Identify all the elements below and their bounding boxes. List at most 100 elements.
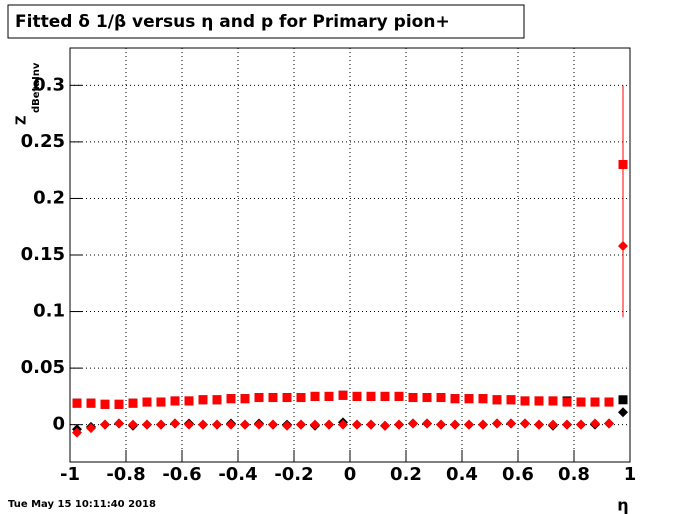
square-marker: [170, 396, 180, 406]
diamond-marker: [576, 419, 586, 430]
diamond-marker: [618, 407, 628, 418]
diamond-marker: [254, 419, 264, 430]
diamond-marker: [156, 419, 166, 430]
square-marker: [380, 391, 390, 401]
diamond-marker: [366, 419, 376, 430]
y-tick-label: 0.2: [33, 187, 65, 208]
diamond-marker: [170, 418, 180, 429]
x-tick-label: -0.2: [274, 464, 313, 485]
square-marker: [212, 395, 222, 405]
square-marker: [72, 398, 82, 408]
square-marker: [604, 397, 614, 407]
x-tick-label: -0.8: [106, 464, 145, 485]
diamond-marker: [450, 419, 460, 430]
square-marker: [128, 398, 138, 408]
diamond-marker: [296, 419, 306, 430]
square-marker: [436, 393, 446, 403]
square-marker: [394, 391, 404, 401]
diamond-marker: [240, 419, 250, 430]
square-marker: [590, 397, 600, 407]
diamond-marker: [226, 419, 236, 430]
square-marker: [226, 394, 236, 404]
square-marker: [534, 396, 544, 406]
y-tick-label: 0.25: [21, 131, 65, 152]
diamond-marker: [310, 419, 320, 430]
square-marker: [506, 395, 516, 405]
square-marker: [114, 399, 124, 409]
y-tick-label: 0.05: [21, 357, 65, 378]
diamond-marker: [352, 419, 362, 430]
diamond-marker: [282, 420, 292, 431]
square-marker: [366, 391, 376, 401]
x-tick-label: 0.4: [446, 464, 478, 485]
square-marker: [310, 391, 320, 401]
square-marker: [562, 397, 572, 407]
x-tick-label: -1: [60, 464, 80, 485]
square-marker: [492, 395, 502, 405]
timestamp: Tue May 15 10:11:40 2018: [8, 499, 156, 510]
diamond-marker: [422, 418, 432, 429]
diamond-marker: [618, 240, 628, 251]
square-marker: [352, 391, 362, 401]
x-tick-label: 0.2: [390, 464, 422, 485]
diamond-marker: [408, 418, 418, 429]
diamond-marker: [86, 423, 96, 434]
square-marker: [142, 397, 152, 407]
diamond-marker: [128, 419, 138, 430]
square-marker: [408, 393, 418, 403]
diamond-marker: [100, 419, 110, 430]
diamond-marker: [324, 419, 334, 430]
diamond-marker: [184, 419, 194, 430]
square-marker: [86, 398, 96, 408]
diamond-marker: [562, 419, 572, 430]
diamond-marker: [506, 418, 516, 429]
diamond-marker: [338, 419, 348, 430]
square-marker: [282, 393, 292, 403]
diamond-marker: [394, 419, 404, 430]
diamond-marker: [534, 419, 544, 430]
diamond-marker: [492, 418, 502, 429]
diamond-marker: [380, 420, 390, 431]
square-marker: [450, 394, 460, 404]
square-marker: [240, 394, 250, 404]
square-marker: [422, 393, 432, 403]
square-marker: [618, 395, 628, 405]
square-marker: [254, 393, 264, 403]
square-marker: [520, 396, 530, 406]
diamond-marker: [268, 419, 278, 430]
y-tick-label: 0.15: [21, 244, 65, 265]
y-tick-label: 0.1: [33, 301, 65, 322]
diamond-marker: [478, 419, 488, 430]
diamond-marker: [436, 419, 446, 430]
y-axis-label: Z: [15, 116, 30, 125]
square-marker: [184, 396, 194, 406]
square-marker: [338, 390, 348, 400]
square-marker: [156, 397, 166, 407]
square-marker: [618, 160, 628, 170]
x-tick-label: -0.6: [162, 464, 201, 485]
diamond-marker: [212, 419, 222, 430]
square-marker: [324, 391, 334, 401]
square-marker: [296, 393, 306, 403]
diamond-marker: [114, 418, 124, 429]
square-marker: [548, 396, 558, 406]
x-tick-label: -0.4: [218, 464, 257, 485]
diamond-marker: [548, 419, 558, 430]
title-box: [7, 4, 525, 39]
y-tick-label: 0.3: [33, 74, 65, 95]
diamond-marker: [604, 418, 614, 429]
diamond-marker: [142, 419, 152, 430]
diamond-marker: [520, 418, 530, 429]
x-tick-label: 0.8: [558, 464, 590, 485]
square-marker: [464, 394, 474, 404]
square-marker: [576, 397, 586, 407]
x-tick-label: 0: [344, 464, 357, 485]
chart-title: Fitted δ 1/β versus η and p for Primary …: [15, 12, 450, 32]
diamond-marker: [72, 427, 82, 438]
diamond-marker: [590, 418, 600, 429]
square-marker: [478, 394, 488, 404]
square-marker: [198, 395, 208, 405]
diamond-marker: [464, 419, 474, 430]
x-tick-label: 1: [624, 464, 637, 485]
